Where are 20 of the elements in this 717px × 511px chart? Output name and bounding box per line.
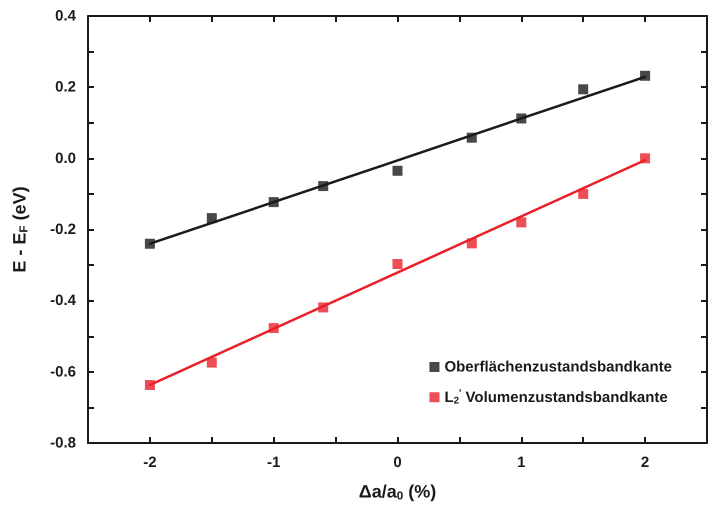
y-tick-label: -0.2 [50, 221, 76, 238]
y-tick-label: 0.0 [55, 150, 76, 167]
x-tick-label: -2 [143, 454, 157, 471]
y-tick-label: 0.2 [55, 78, 76, 96]
y-tick-label: 0.4 [55, 8, 77, 24]
x-tick-label: 0 [393, 454, 402, 471]
y-axis-title: E - EF (eV) [10, 186, 30, 273]
point [206, 358, 217, 368]
legend-label: Oberflächenzustandsbandkante [444, 358, 672, 376]
x-tick-label: 1 [517, 454, 526, 471]
y-tick-label: -0.4 [50, 292, 77, 310]
point [516, 217, 526, 228]
x-tick-label: -1 [267, 454, 280, 471]
point [578, 188, 588, 199]
point [578, 84, 588, 94]
y-tick-label: -0.6 [50, 363, 76, 380]
y-tick-label: -0.8 [50, 434, 76, 452]
point [392, 259, 402, 270]
x-tick-label: 2 [640, 454, 650, 471]
point [392, 166, 402, 176]
